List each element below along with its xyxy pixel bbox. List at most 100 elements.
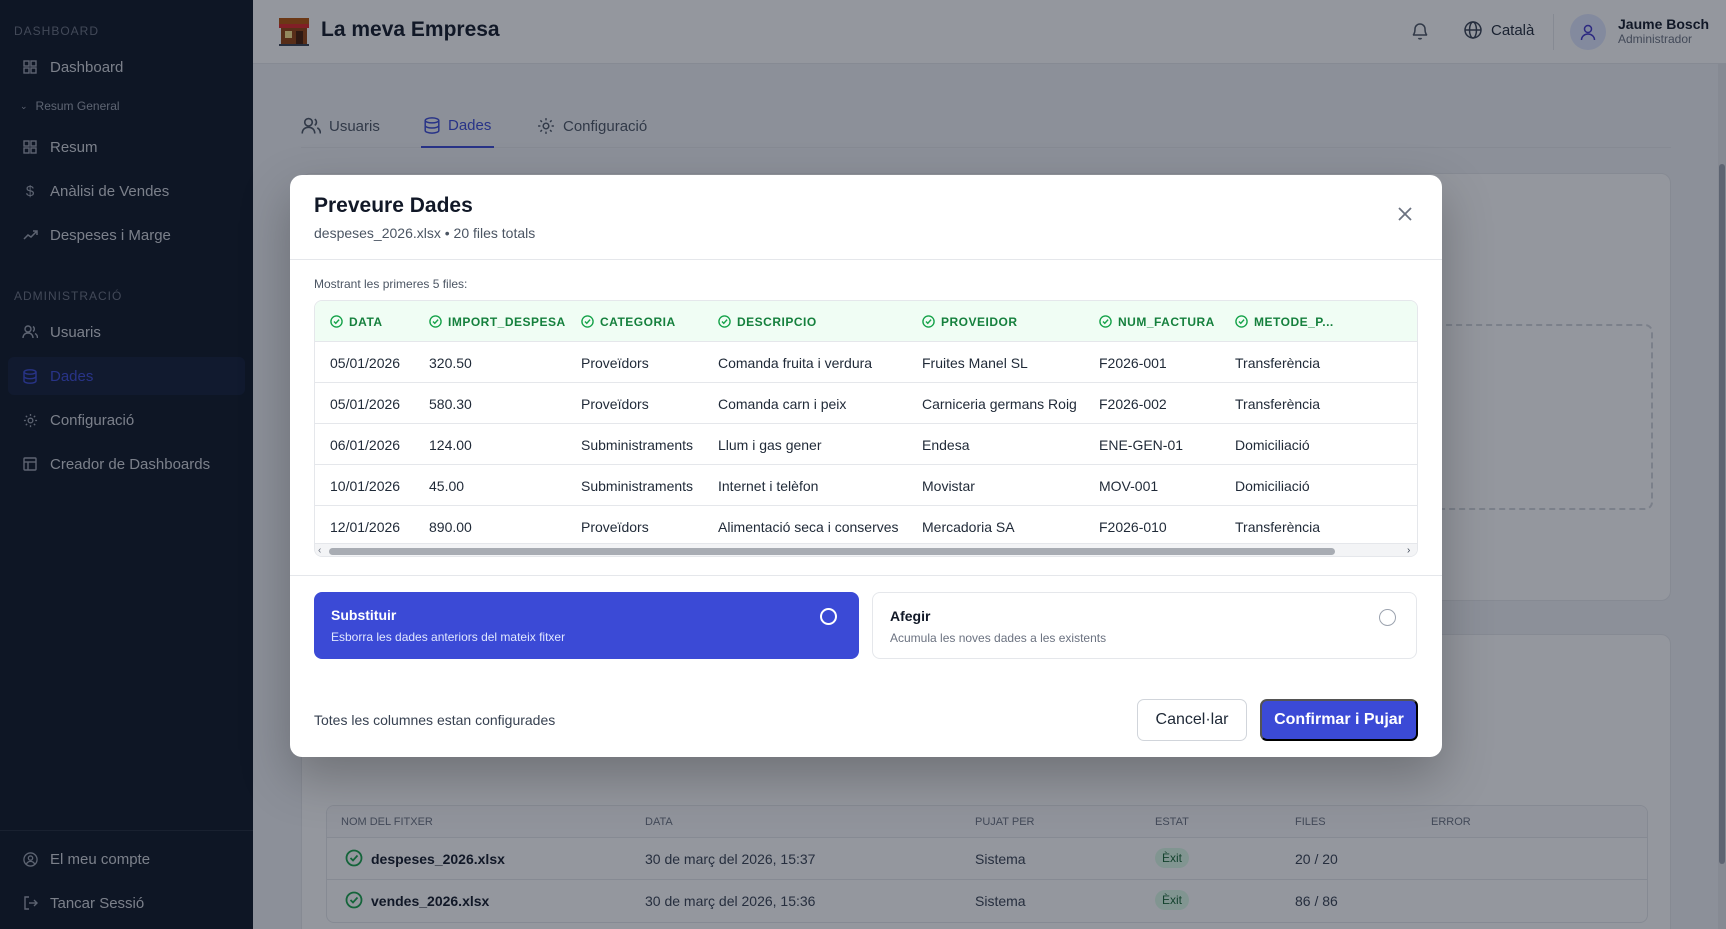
table-row[interactable]: despeses_2026.xlsx 30 de març del 2026, … <box>327 838 1647 880</box>
store-logo-icon <box>277 16 311 46</box>
sidebar-item-label: Configuració <box>50 411 135 429</box>
option-replace-title: Substituir <box>331 607 397 623</box>
col-data[interactable]: DATA <box>645 816 673 828</box>
table-cell: Comanda fruita i verdura <box>718 354 873 371</box>
history-file-name: vendes_2026.xlsx <box>371 893 490 909</box>
sidebar-item-vendes[interactable]: $ Anàlisi de Vendes <box>8 172 245 210</box>
table-cell: 05/01/2026 <box>330 395 401 412</box>
column-header: DESCRIPCIO <box>718 301 817 342</box>
sidebar-item-configuracio[interactable]: Configuració <box>8 401 245 439</box>
sidebar-item-despeses[interactable]: Despeses i Marge <box>8 216 245 254</box>
user-role: Administrador <box>1618 32 1693 46</box>
table-cell: 45.00 <box>429 477 465 494</box>
columns-status-text: Totes les columnes estan configurades <box>314 712 556 728</box>
table-cell: 124.00 <box>429 436 472 453</box>
check-circle-icon <box>1099 315 1112 328</box>
check-circle-icon <box>922 315 935 328</box>
table-cell: Endesa <box>922 436 970 453</box>
tab-label: Configuració <box>563 117 648 135</box>
database-icon <box>424 116 440 134</box>
app-brand-title: La meva Empresa <box>321 18 500 41</box>
confirm-upload-button[interactable]: Confirmar i Pujar <box>1260 699 1418 741</box>
sidebar-item-resum[interactable]: Resum <box>8 128 245 166</box>
modal-subtitle: despeses_2026.xlsx • 20 files totals <box>314 225 536 241</box>
table-cell: Domiciliació <box>1235 436 1310 453</box>
sidebar-item-creador[interactable]: Creador de Dashboards <box>8 445 245 483</box>
history-rows: 86 / 86 <box>1295 893 1338 909</box>
table-cell: ENE-GEN-01 <box>1099 436 1184 453</box>
scrollbar-thumb[interactable] <box>329 548 1335 555</box>
preview-data-modal: Preveure Dades despeses_2026.xlsx • 20 f… <box>290 175 1442 757</box>
history-rows: 20 / 20 <box>1295 851 1338 867</box>
table-cell: Subministraments <box>581 436 694 453</box>
col-pujat[interactable]: PUJAT PER <box>975 816 1035 828</box>
users-icon <box>22 324 38 340</box>
sidebar-item-dashboard[interactable]: Dashboard <box>8 48 245 86</box>
sidebar-item-label: Creador de Dashboards <box>50 455 211 473</box>
trending-up-icon <box>22 227 38 243</box>
check-circle-icon <box>429 315 442 328</box>
column-header: IMPORT_DESPESA <box>429 301 566 342</box>
table-cell: Comanda carn i peix <box>718 395 847 412</box>
column-header: METODE_P... <box>1235 301 1334 342</box>
col-nom[interactable]: NOM DEL FITXER <box>341 816 433 828</box>
history-date: 30 de març del 2026, 15:36 <box>645 893 816 909</box>
check-circle-icon <box>345 849 363 870</box>
sidebar-item-dades[interactable]: Dades <box>8 357 245 395</box>
table-cell: F2026-002 <box>1099 395 1167 412</box>
cancel-button[interactable]: Cancel·lar <box>1137 699 1247 741</box>
horizontal-scrollbar[interactable]: ‹ › <box>315 543 1417 556</box>
sidebar-section-dashboard: DASHBOARD <box>14 24 100 38</box>
chevron-left-icon[interactable]: ‹ <box>318 545 322 556</box>
gear-icon <box>537 117 555 135</box>
sidebar-subgroup-toggle[interactable]: ⌄ Resum General <box>20 99 120 113</box>
column-header-label: DATA <box>349 314 383 329</box>
option-add[interactable]: Afegir Acumula les noves dades a les exi… <box>872 592 1417 659</box>
notification-bell-icon[interactable] <box>1410 21 1430 46</box>
column-header-label: IMPORT_DESPESA <box>448 314 566 329</box>
history-date: 30 de març del 2026, 15:37 <box>645 851 816 867</box>
table-row: 06/01/2026 124.00 Subministraments Llum i g… <box>315 424 1417 465</box>
check-circle-icon <box>330 315 343 328</box>
logout-icon <box>22 895 38 911</box>
sidebar-subgroup-label: Resum General <box>35 99 120 113</box>
check-circle-icon <box>718 315 731 328</box>
table-row: 10/01/2026 45.00 Subministraments Internet … <box>315 465 1417 506</box>
option-replace[interactable]: Substituir Esborra les dades anteriors d… <box>314 592 859 659</box>
page-scrollbar[interactable] <box>1718 64 1726 929</box>
history-table-header: NOM DEL FITXER DATA PUJAT PER ESTAT FILE… <box>327 806 1647 838</box>
tab-usuaris[interactable]: Usuaris <box>301 104 380 148</box>
sidebar-item-label: Tancar Sessió <box>50 894 145 912</box>
option-add-radio[interactable] <box>1379 609 1396 626</box>
column-header-label: PROVEIDOR <box>941 314 1018 329</box>
table-row[interactable]: vendes_2026.xlsx 30 de març del 2026, 15… <box>327 880 1647 922</box>
column-header: PROVEIDOR <box>922 301 1018 342</box>
sidebar-item-label: Usuaris <box>50 323 101 341</box>
check-circle-icon <box>1235 315 1248 328</box>
sidebar-item-label: Resum <box>50 138 98 156</box>
table-cell: Subministraments <box>581 477 694 494</box>
table-cell: F2026-001 <box>1099 354 1167 371</box>
status-badge: Èxit <box>1155 848 1190 868</box>
avatar[interactable] <box>1570 14 1606 50</box>
close-icon[interactable] <box>1396 205 1414 228</box>
sidebar-item-logout[interactable]: Tancar Sessió <box>8 884 245 922</box>
sidebar-item-usuaris[interactable]: Usuaris <box>8 313 245 351</box>
column-header-label: METODE_P... <box>1254 314 1334 329</box>
chevron-right-icon[interactable]: › <box>1407 545 1411 556</box>
gear-icon <box>22 412 38 428</box>
table-row: 05/01/2026 320.50 Proveïdors Comanda fruita… <box>315 342 1417 383</box>
sidebar-item-compte[interactable]: El meu compte <box>8 840 245 878</box>
sidebar: DASHBOARD Dashboard ⌄ Resum General Resu… <box>0 0 253 929</box>
table-cell: Carniceria germans Roig <box>922 395 1077 412</box>
option-replace-radio[interactable] <box>820 608 837 625</box>
option-replace-desc: Esborra les dades anteriors del mateix f… <box>331 630 566 644</box>
tab-dades[interactable]: Dades <box>421 104 495 148</box>
table-cell: Domiciliació <box>1235 477 1310 494</box>
page-scrollbar-thumb[interactable] <box>1719 164 1725 864</box>
col-estat[interactable]: ESTAT <box>1155 816 1189 828</box>
col-files[interactable]: FILES <box>1295 816 1326 828</box>
tab-configuracio[interactable]: Configuració <box>537 104 647 148</box>
language-selector[interactable]: Català <box>1463 20 1534 40</box>
history-by: Sistema <box>975 851 1026 867</box>
